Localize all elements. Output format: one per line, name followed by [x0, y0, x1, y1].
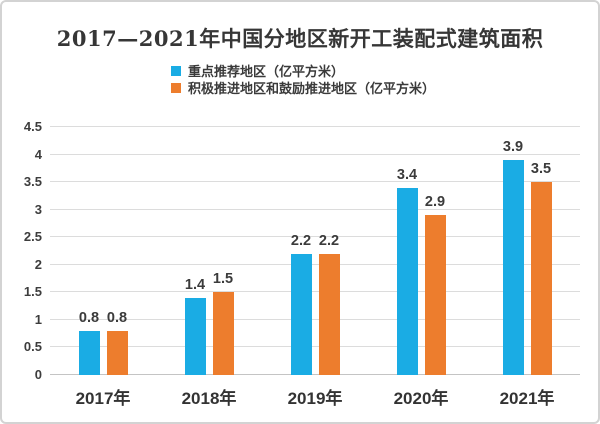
- y-axis-tick-label: 1.5: [23, 284, 42, 300]
- bar: [78, 330, 100, 375]
- legend-item-series-1: 积极推进地区和鼓励推进地区（亿平方米）: [171, 79, 435, 96]
- x-axis-line: [50, 374, 580, 375]
- chart-title: 2017—2021年中国分地区新开工装配式建筑面积: [56, 26, 544, 51]
- y-axis-tick-label: 4: [34, 146, 42, 162]
- legend-label-series-0: 重点推荐地区（亿平方米）: [188, 64, 345, 79]
- bar: [530, 182, 552, 375]
- gridline: [50, 208, 580, 210]
- gridline: [50, 126, 580, 127]
- gridline: [50, 291, 580, 293]
- bar: [184, 297, 206, 375]
- bar: [396, 187, 418, 375]
- y-axis-tick-label: 0: [34, 367, 42, 382]
- bar: [106, 330, 128, 375]
- bar: [212, 292, 234, 375]
- bar-group: 1.4 1.5 2018年: [156, 127, 262, 408]
- bar-value-label: 1.5: [212, 271, 234, 288]
- y-axis-tick-label: 3: [34, 201, 42, 217]
- bar-value-label: 2.2: [318, 232, 340, 249]
- gridline: [50, 153, 580, 155]
- gridline: [50, 263, 580, 265]
- bar-group: 3.9 3.5 2021年: [474, 127, 580, 408]
- gridline: [50, 236, 580, 238]
- legend: 重点推荐地区（亿平方米） 积极推进地区和鼓励推进地区（亿平方米）: [171, 62, 435, 96]
- gridline: [50, 181, 580, 183]
- bar-group: 3.4 2.9 2020年: [368, 127, 474, 408]
- x-axis-label: 2017年: [75, 389, 131, 408]
- x-axis-label: 2021年: [499, 389, 555, 408]
- bar-value-label: 0.8: [78, 309, 100, 326]
- gridline: [50, 346, 580, 348]
- legend-swatch-orange: [171, 82, 181, 93]
- legend-item-series-0: 重点推荐地区（亿平方米）: [171, 62, 435, 79]
- bar: [424, 215, 446, 375]
- y-axis-tick-label: 0.5: [23, 339, 42, 355]
- x-axis-label: 2018年: [181, 389, 237, 408]
- bar: [290, 253, 312, 375]
- bar-group: 2.2 2.2 2019年: [262, 127, 368, 408]
- bar-group: 0.8 0.8 2017年: [50, 127, 156, 408]
- gridline: [50, 318, 580, 320]
- legend-swatch-blue: [171, 65, 181, 76]
- bar-value-label: 2.9: [424, 194, 446, 211]
- bar-value-label: 0.8: [106, 309, 128, 326]
- legend-label-series-1: 积极推进地区和鼓励推进地区（亿平方米）: [188, 81, 436, 96]
- bar-value-label: 3.9: [502, 139, 524, 156]
- bar: [502, 160, 524, 375]
- bar-value-label: 3.5: [530, 161, 552, 178]
- y-axis-tick-label: 2.5: [23, 229, 42, 245]
- y-axis-tick-label: 3.5: [23, 174, 42, 190]
- x-axis-label: 2020年: [393, 389, 449, 408]
- x-axis-label: 2019年: [287, 389, 343, 408]
- y-axis-tick-label: 1: [34, 311, 42, 327]
- plot-area: 0 0.5 1 1.5 2 2.5 3 3.5 4 4.5 0.8 0.8 2017年 1.4 1.5 201…: [24, 119, 580, 408]
- bar-value-label: 1.4: [184, 276, 206, 293]
- y-axis-tick-label: 4.5: [23, 119, 42, 134]
- bar: [318, 253, 340, 375]
- bar-value-label: 3.4: [396, 166, 418, 183]
- bar-value-label: 2.2: [290, 232, 312, 249]
- y-axis-tick-label: 2: [34, 256, 42, 272]
